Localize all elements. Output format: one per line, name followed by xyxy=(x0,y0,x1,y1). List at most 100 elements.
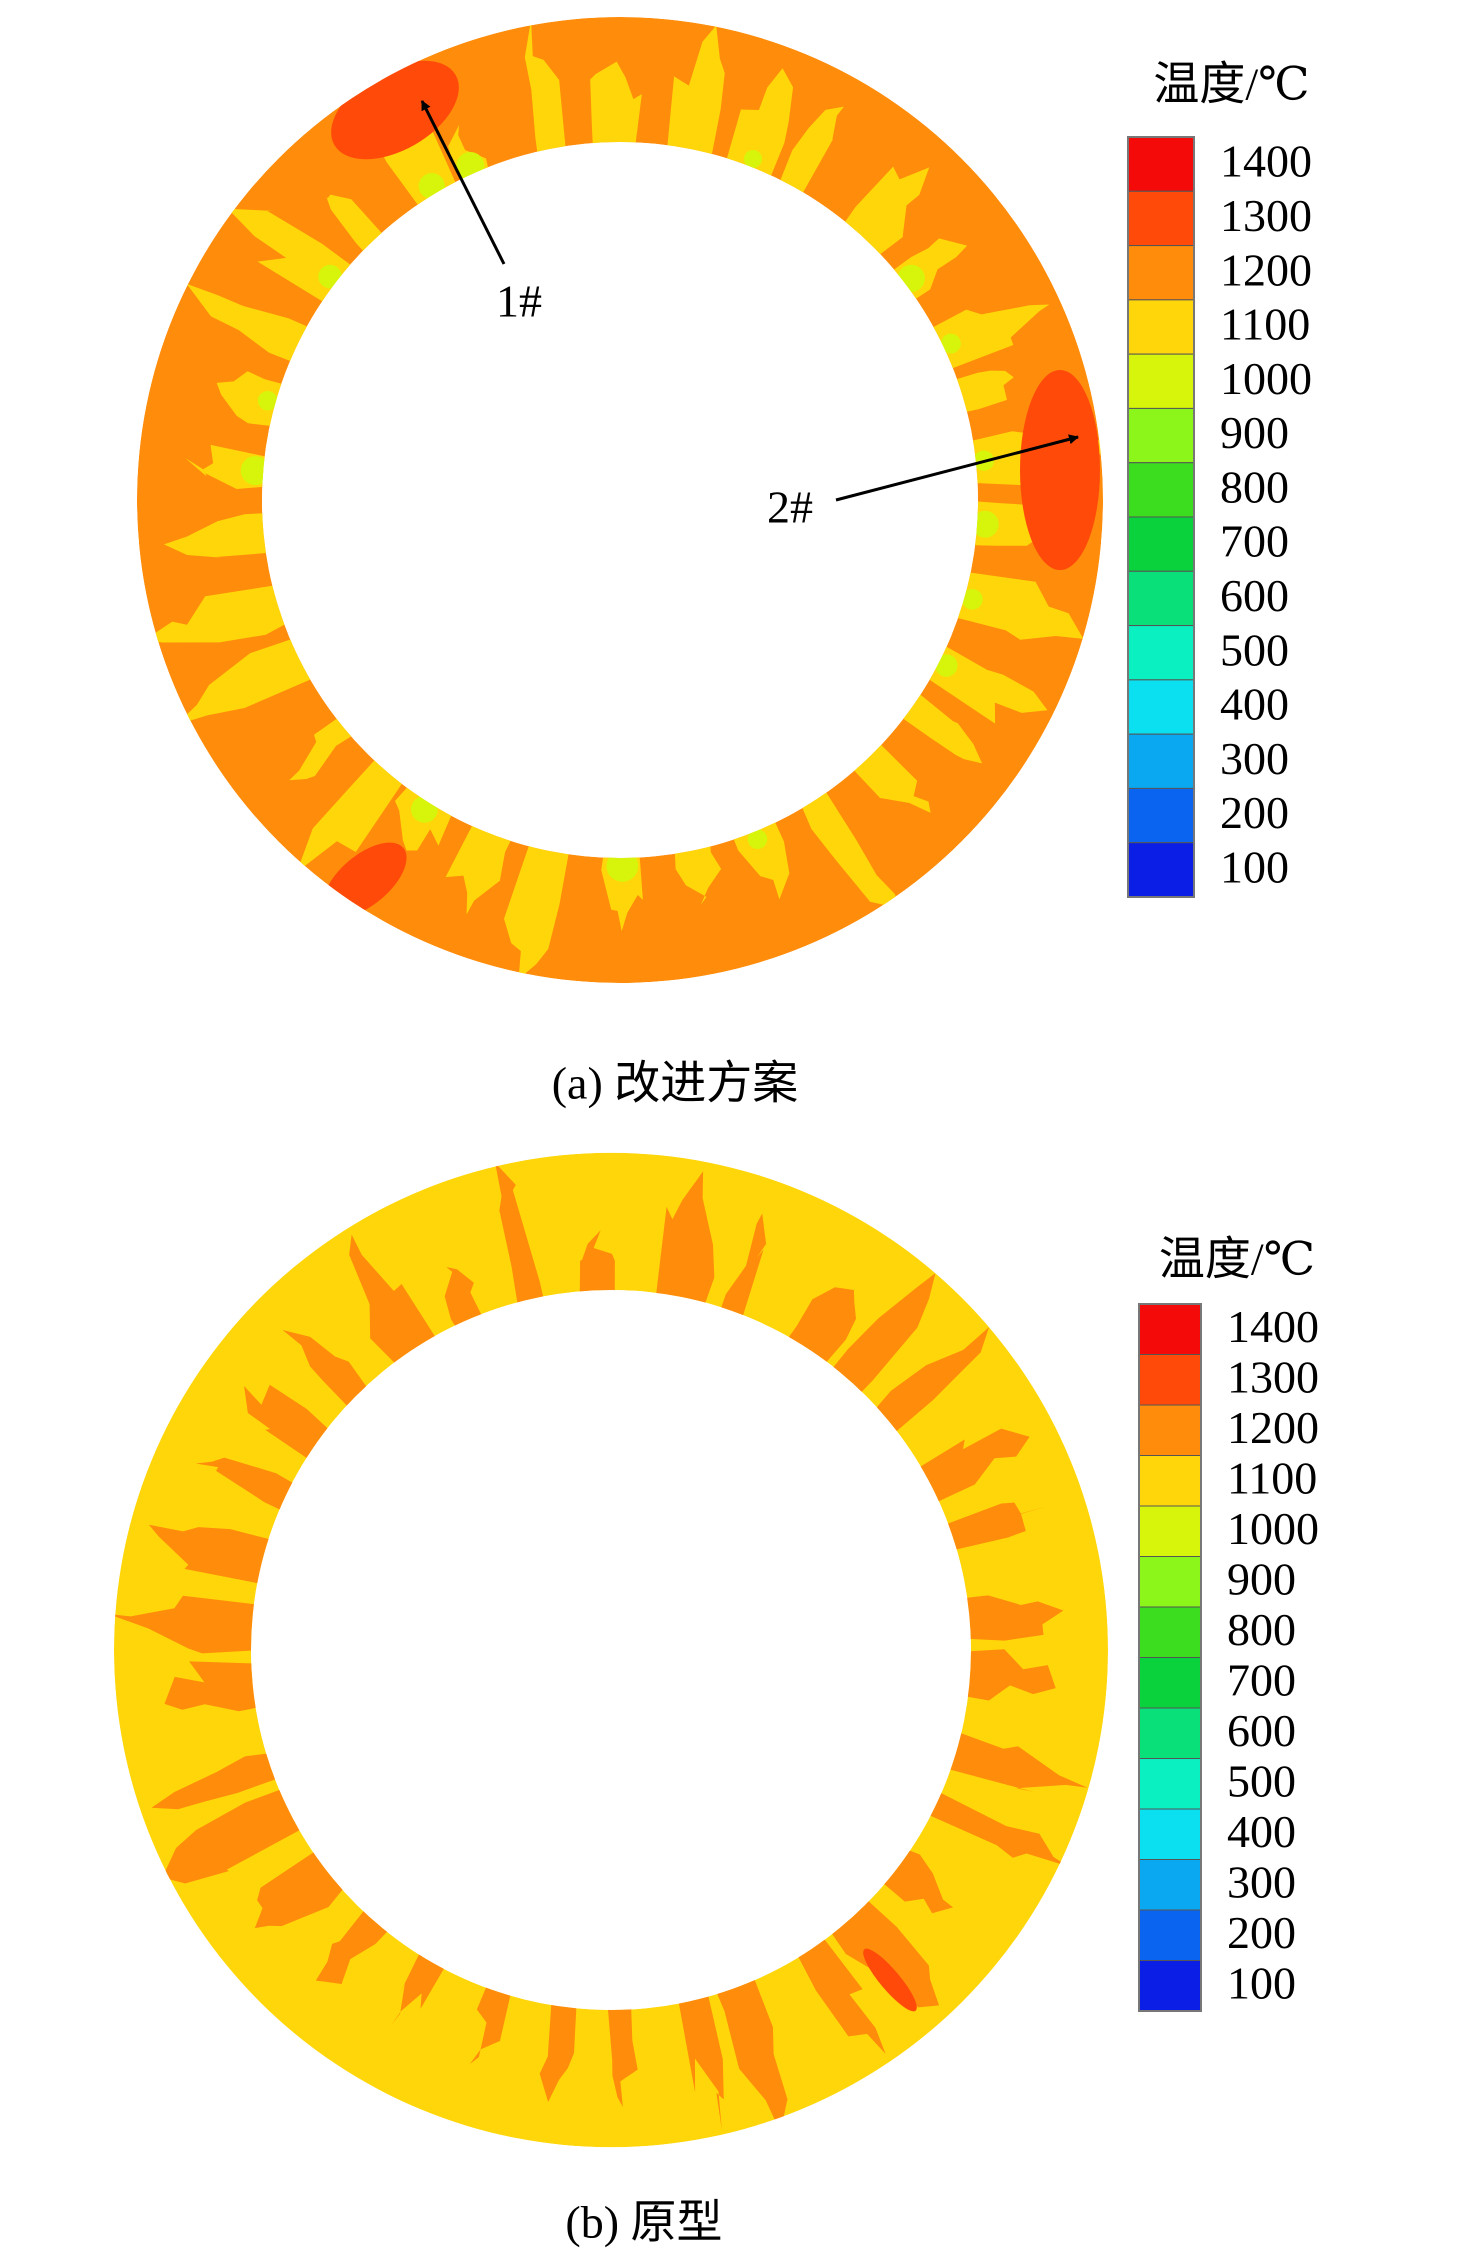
colorbar-band xyxy=(1127,245,1195,301)
colorbar-title: 温度/℃ xyxy=(1159,1234,1315,1285)
ring-region xyxy=(148,1524,288,1587)
caption: (a) 改进方案 xyxy=(552,1058,799,1109)
ring-region xyxy=(938,569,1084,640)
ring-region xyxy=(504,827,573,980)
colorbar-tick-label: 1300 xyxy=(1220,190,1312,241)
ring-region xyxy=(931,1726,1088,1792)
colorbar-tick-label: 300 xyxy=(1220,733,1289,784)
ring-region xyxy=(665,25,725,174)
colorbar-tick-label: 200 xyxy=(1220,787,1289,838)
colorbar-tick-label: 500 xyxy=(1220,624,1289,675)
ring-region xyxy=(675,1977,724,2131)
ring-spot xyxy=(747,829,768,849)
colorbar-band xyxy=(1127,516,1195,572)
colorbar-band xyxy=(1138,1657,1202,1709)
colorbar-band xyxy=(1138,1354,1202,1406)
colorbar-tick-label: 1000 xyxy=(1220,353,1312,404)
colorbar-band xyxy=(1138,1707,1202,1759)
ring-region xyxy=(794,775,899,909)
ring-region xyxy=(863,1327,990,1445)
ring-region xyxy=(298,745,414,885)
ring-fill xyxy=(137,17,1103,983)
colorbar-band xyxy=(1127,462,1195,518)
ring-region xyxy=(282,1329,378,1420)
colorbar-band xyxy=(1127,299,1195,355)
colorbar-band xyxy=(1127,679,1195,735)
colorbar-band xyxy=(1138,1606,1202,1658)
colorbar-tick-label: 1200 xyxy=(1220,244,1312,295)
colorbar-tick-label: 900 xyxy=(1220,407,1289,458)
colorbar-band xyxy=(1127,842,1195,898)
colorbar-band xyxy=(1127,733,1195,789)
colorbar-band xyxy=(1138,1303,1202,1355)
colorbar-band xyxy=(1127,407,1195,464)
ring-region xyxy=(151,1750,294,1810)
ring-region xyxy=(606,1989,638,2107)
colorbar-tick-label: 1000 xyxy=(1227,1503,1319,1554)
ring-region xyxy=(186,283,326,369)
colorbar-band xyxy=(1138,1455,1202,1507)
ring-region xyxy=(162,1783,318,1884)
ring-region xyxy=(915,304,1050,376)
ring-spot xyxy=(940,333,961,354)
contour-ring xyxy=(113,1152,1109,2148)
colorbar-tick-label: 800 xyxy=(1227,1604,1296,1655)
colorbar-band xyxy=(1127,570,1195,627)
ring-spot xyxy=(411,795,438,823)
ring-region xyxy=(113,1595,274,1654)
ring-region xyxy=(653,1171,715,1322)
ring-spot xyxy=(897,264,925,293)
colorbar-band xyxy=(1127,136,1195,192)
ring-region xyxy=(929,1502,1048,1554)
colorbar-tick-label: 1200 xyxy=(1227,1402,1319,1453)
ring-region xyxy=(175,633,329,726)
colorbar-tick-label: 100 xyxy=(1227,1957,1296,2008)
ring-spot xyxy=(606,850,639,882)
annotation: 2# xyxy=(767,482,813,533)
ring-spot xyxy=(418,172,445,200)
ring-region xyxy=(820,1273,936,1407)
ring-region xyxy=(349,1234,446,1377)
ring-fill xyxy=(113,1152,1109,2148)
colorbar-band xyxy=(1138,1960,1202,2012)
ring-region xyxy=(590,61,642,164)
ring-region xyxy=(164,1661,276,1712)
colorbar-band xyxy=(1127,625,1195,681)
ring-region xyxy=(714,1213,767,1335)
colorbar-tick-label: 1100 xyxy=(1220,299,1310,350)
ring-region xyxy=(539,1984,578,2102)
ring-spot xyxy=(743,150,762,169)
ring-region xyxy=(789,1923,886,2054)
ring-region xyxy=(524,19,568,172)
contour-ring xyxy=(137,17,1103,983)
colorbar-band xyxy=(1138,1808,1202,1860)
colorbar-tick-label: 1400 xyxy=(1227,1301,1319,1352)
ring-region xyxy=(709,1961,788,2133)
colorbar-title: 温度/℃ xyxy=(1153,59,1309,110)
colorbar-band xyxy=(1127,787,1195,844)
colorbar-tick-label: 400 xyxy=(1227,1806,1296,1857)
colorbar-tick-label: 600 xyxy=(1220,570,1289,621)
ring-spot xyxy=(935,654,958,677)
colorbar-tick-label: 1100 xyxy=(1227,1452,1317,1503)
colorbar-tick-label: 700 xyxy=(1220,516,1289,567)
ring-region xyxy=(948,1649,1056,1701)
colorbar-band xyxy=(1127,190,1195,247)
colorbar-tick-label: 700 xyxy=(1227,1654,1296,1705)
hot-spot xyxy=(1020,370,1100,570)
ring-spot xyxy=(318,264,342,289)
ring-region xyxy=(903,1428,1030,1510)
colorbar-tick-label: 200 xyxy=(1227,1907,1296,1958)
colorbar-frame xyxy=(1138,1303,1202,2012)
colorbar-frame xyxy=(1127,136,1195,898)
colorbar-tick-label: 900 xyxy=(1227,1553,1296,1604)
ring-region xyxy=(495,1162,548,1323)
colorbar-tick-label: 1400 xyxy=(1220,136,1312,187)
colorbar-tick-label: 800 xyxy=(1220,461,1289,512)
ring-spot xyxy=(961,588,983,610)
colorbar-band xyxy=(1138,1909,1202,1961)
ring-region xyxy=(947,1595,1064,1641)
hot-spot xyxy=(863,1948,917,2012)
ring-region xyxy=(772,106,844,210)
